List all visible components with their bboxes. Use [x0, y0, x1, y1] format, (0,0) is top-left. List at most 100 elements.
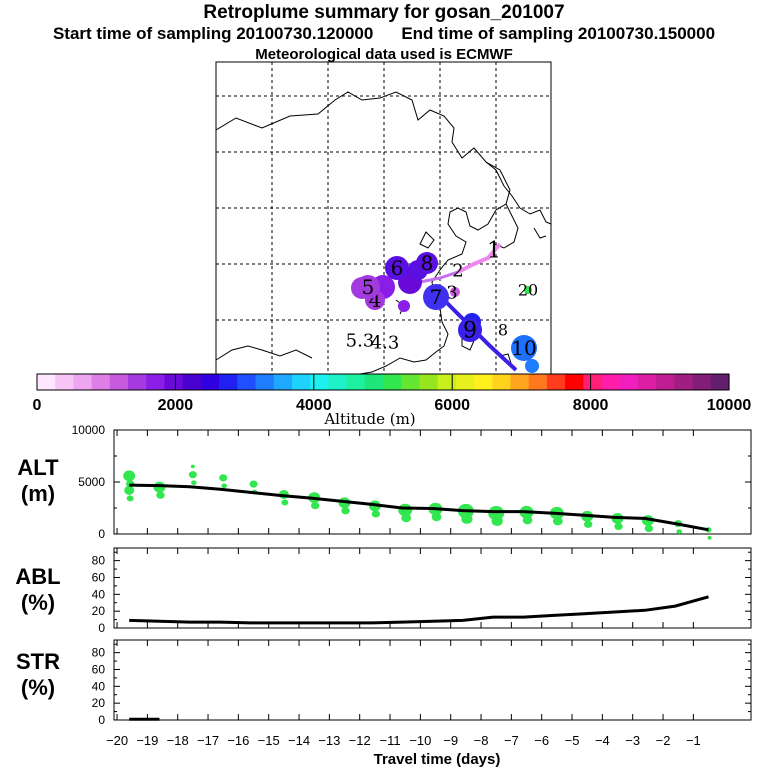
alt-cluster-point: [644, 524, 654, 533]
colorbar-cell: [383, 374, 402, 390]
alt-cluster-point: [188, 471, 197, 479]
alt-cluster-point: [401, 513, 412, 523]
alt-cluster-point: [311, 502, 320, 510]
abl-line: [129, 595, 709, 625]
colorbar-cell: [219, 374, 238, 390]
plume-marker: [524, 286, 532, 294]
x-tick-label: −19: [136, 733, 158, 748]
x-tick-label: −15: [258, 733, 280, 748]
alt-cluster-point: [488, 506, 505, 521]
str-panel-frame: [113, 639, 752, 721]
x-tick-label: −12: [349, 733, 371, 748]
colorbar-tick-label: 10000: [707, 397, 752, 414]
colorbar-cell: [55, 374, 75, 390]
alt-cluster-point: [707, 536, 712, 540]
x-tick-label: −9: [443, 733, 458, 748]
alt-label-top: ALT: [17, 455, 59, 480]
plume-marker: [416, 252, 438, 274]
alt-cluster-point: [281, 499, 289, 506]
colorbar-tick-label: 6000: [434, 397, 470, 414]
str-label-bottom: (%): [21, 675, 55, 700]
colorbar-cell: [583, 374, 603, 390]
y-tick-label: 5000: [78, 475, 105, 489]
colorbar-cell: [546, 374, 566, 390]
colorbar-cell: [455, 374, 475, 390]
chart-title: Retroplume summary for gosan_201007: [203, 2, 565, 23]
x-tick-label: −16: [227, 733, 249, 748]
colorbar-cell: [474, 374, 493, 390]
colorbar-cell: [109, 374, 129, 390]
day-marker-label: 8: [498, 321, 508, 340]
alt-cluster-point: [491, 516, 503, 526]
y-tick-label: 20: [92, 604, 106, 618]
end-time-label: End time of sampling 20100730.150000: [401, 24, 716, 43]
day-marker-label: 9: [463, 319, 477, 344]
alt-cluster-point: [156, 491, 165, 499]
x-tick-label: −13: [318, 733, 340, 748]
met-data-label: Meteorological data used is ECMWF: [255, 46, 513, 63]
plume-marker: [458, 318, 482, 342]
plume-marker: [356, 275, 380, 299]
plume-blob: [450, 287, 460, 297]
y-tick-label: 20: [92, 696, 106, 710]
plume-blob: [398, 300, 410, 312]
abl-label-bottom: (%): [21, 590, 55, 615]
colorbar-cells: [36, 374, 730, 390]
alt-cluster-point: [461, 514, 473, 524]
x-tick-label: −4: [595, 733, 610, 748]
day-marker-label: 1: [487, 239, 501, 264]
x-tick-label: −7: [504, 733, 519, 748]
colorbar-cell: [255, 374, 275, 390]
sampling-times: Start time of sampling 20100730.120000 En…: [0, 24, 768, 44]
x-tick-label: −11: [379, 733, 400, 748]
colorbar-cell: [401, 374, 421, 390]
day-marker-label: 5.3: [346, 330, 375, 351]
alt-mean-line: [129, 483, 709, 532]
y-tick-label: 0: [98, 621, 105, 635]
alt-cluster-point: [124, 485, 135, 495]
alt-cluster-point: [191, 480, 197, 486]
day-marker-label: 3: [446, 282, 457, 303]
colorbar-cell: [237, 374, 257, 390]
x-axis-title: Travel time (days): [374, 751, 501, 768]
y-tick-label: 40: [92, 679, 106, 693]
colorbar-cell: [200, 374, 220, 390]
y-tick-label: 0: [98, 713, 105, 727]
day-marker-label: 4.3: [371, 332, 400, 353]
colorbar-cell: [346, 374, 366, 390]
day-marker-label: 2: [452, 260, 463, 281]
colorbar-cell: [37, 374, 56, 390]
colorbar-cell: [437, 374, 457, 390]
x-ticks: −20 −19 −18 −17 −16 −15 −14 −13 −12 −11 −10 −9 −8 −7−…: [106, 733, 701, 748]
alt-cluster-point: [123, 470, 136, 482]
map-gridlines: [216, 62, 551, 374]
colorbar-cell: [164, 374, 184, 390]
day-marker-label: 8: [421, 251, 434, 275]
y-tick-label: 60: [92, 570, 106, 584]
y-ticks: 10000 5000 0 80 60 40 20 0 80 60 40 20 0: [72, 423, 106, 727]
x-tick-label: −5: [565, 733, 580, 748]
alt-cluster-point: [431, 512, 442, 522]
alt-cluster-point: [614, 522, 623, 531]
colorbar-label: Altitude (m): [323, 410, 415, 428]
alt-cluster-point: [219, 474, 228, 482]
abl-panel-frame: [113, 547, 752, 629]
alt-cluster-point: [522, 515, 533, 525]
series-lines: [129, 483, 709, 721]
colorbar-cell: [674, 374, 694, 390]
panel-labels: ALT (m) ABL (%) STR (%): [15, 455, 60, 700]
day-marker-label: 6: [391, 256, 404, 280]
colorbar-cell: [710, 374, 730, 390]
colorbar-cell: [328, 374, 348, 390]
colorbar-cell: [91, 374, 111, 390]
x-tick-label: −8: [474, 733, 489, 748]
x-tick-label: −14: [288, 733, 310, 748]
x-tick-label: −1: [686, 733, 701, 748]
start-time-label: Start time of sampling 20100730.120000: [52, 24, 374, 43]
y-tick-marks: [114, 429, 751, 721]
colorbar-cell: [637, 374, 657, 390]
alt-cluster-point: [126, 495, 134, 502]
colorbar-cell: [492, 374, 512, 390]
